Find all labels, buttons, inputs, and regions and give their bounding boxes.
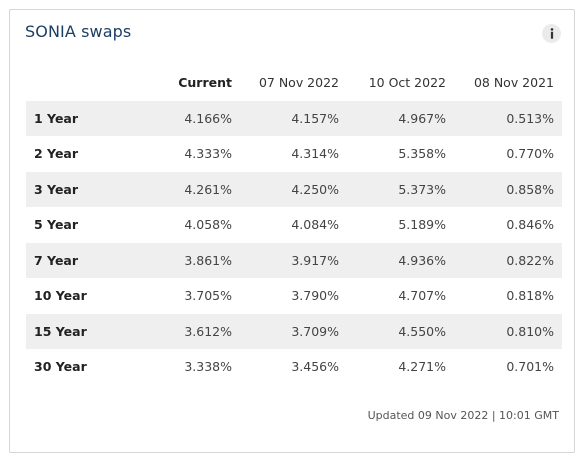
cell-date-1: 3.709% (291, 323, 339, 339)
table-row: 15 Year 3.612% 3.709% 4.550% 0.810% (26, 313, 562, 349)
cell-date-1: 4.084% (291, 217, 339, 233)
cell-date-1: 4.157% (291, 110, 339, 126)
cell-current: 3.338% (184, 359, 232, 375)
table-row: 10 Year 3.705% 3.790% 4.707% 0.818% (26, 278, 562, 314)
cell-date-3: 0.822% (506, 252, 554, 268)
row-term: 3 Year (34, 181, 79, 197)
table-row: 7 Year 3.861% 3.917% 4.936% 0.822% (26, 242, 562, 278)
cell-date-1: 4.250% (291, 181, 339, 197)
row-term: 15 Year (34, 323, 87, 339)
row-term: 5 Year (34, 217, 79, 233)
table-header-row: Current 07 Nov 2022 10 Oct 2022 08 Nov 2… (26, 65, 562, 101)
cell-date-1: 3.456% (291, 359, 339, 375)
header-date-2: 10 Oct 2022 (368, 75, 446, 91)
cell-date-2: 4.271% (398, 359, 446, 375)
cell-date-3: 0.846% (506, 217, 554, 233)
cell-date-3: 0.770% (506, 146, 554, 162)
sonia-swaps-card: SONIA swaps Current 07 Nov 2022 10 Oct 2… (9, 9, 575, 453)
cell-date-2: 4.707% (398, 288, 446, 304)
table-row: 5 Year 4.058% 4.084% 5.189% 0.846% (26, 207, 562, 243)
cell-date-2: 5.373% (398, 181, 446, 197)
cell-current: 3.705% (184, 288, 232, 304)
cell-date-3: 0.701% (506, 359, 554, 375)
row-term: 10 Year (34, 288, 87, 304)
table-row: 2 Year 4.333% 4.314% 5.358% 0.770% (26, 136, 562, 172)
cell-current: 4.333% (184, 146, 232, 162)
cell-date-1: 4.314% (291, 146, 339, 162)
header-term (26, 65, 142, 101)
row-term: 30 Year (34, 359, 87, 375)
sonia-swaps-table: Current 07 Nov 2022 10 Oct 2022 08 Nov 2… (26, 65, 562, 385)
card-title: SONIA swaps (25, 22, 132, 41)
cell-current: 3.861% (184, 252, 232, 268)
cell-date-2: 5.189% (398, 217, 446, 233)
cell-date-2: 4.967% (398, 110, 446, 126)
updated-timestamp: Updated 09 Nov 2022 | 10:01 GMT (367, 409, 559, 422)
cell-date-2: 4.936% (398, 252, 446, 268)
cell-current: 4.058% (184, 217, 232, 233)
info-button[interactable] (542, 24, 561, 43)
table-row: 30 Year 3.338% 3.456% 4.271% 0.701% (26, 349, 562, 385)
info-icon (550, 28, 553, 39)
cell-date-1: 3.917% (291, 252, 339, 268)
cell-date-2: 4.550% (398, 323, 446, 339)
table-row: 3 Year 4.261% 4.250% 5.373% 0.858% (26, 171, 562, 207)
cell-current: 4.261% (184, 181, 232, 197)
cell-current: 4.166% (184, 110, 232, 126)
cell-date-3: 0.818% (506, 288, 554, 304)
header-date-3: 08 Nov 2021 (473, 75, 554, 91)
header-current: Current (178, 75, 232, 91)
cell-date-3: 0.513% (506, 110, 554, 126)
row-term: 7 Year (34, 252, 79, 268)
table-row: 1 Year 4.166% 4.157% 4.967% 0.513% (26, 100, 562, 136)
row-term: 1 Year (34, 110, 79, 126)
cell-date-2: 5.358% (398, 146, 446, 162)
row-term: 2 Year (34, 146, 79, 162)
cell-date-3: 0.858% (506, 181, 554, 197)
cell-date-1: 3.790% (291, 288, 339, 304)
cell-current: 3.612% (184, 323, 232, 339)
cell-date-3: 0.810% (506, 323, 554, 339)
header-date-1: 07 Nov 2022 (258, 75, 339, 91)
